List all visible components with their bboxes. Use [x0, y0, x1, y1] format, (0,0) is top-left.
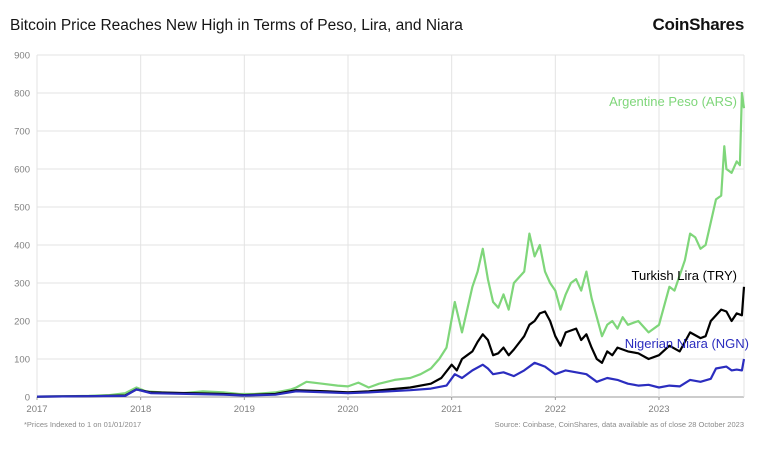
y-tick-label: 800: [14, 89, 30, 100]
y-tick-label: 900: [14, 51, 30, 62]
chart-series: [36, 91, 746, 398]
x-tick-label: 2018: [130, 404, 151, 415]
source-note: Source: Coinbase, CoinShares, data avail…: [494, 420, 744, 429]
chart-title: Bitcoin Price Reaches New High in Terms …: [10, 17, 463, 34]
x-tick-label: 2021: [441, 404, 462, 415]
y-tick-label: 600: [14, 165, 30, 176]
y-tick-label: 400: [14, 241, 30, 252]
x-tick-label: 2019: [234, 404, 255, 415]
y-tick-label: 200: [14, 317, 30, 328]
y-tick-label: 100: [14, 355, 30, 366]
y-tick-label: 300: [14, 279, 30, 290]
series-line-nigerian-niara-ngn: [36, 358, 746, 398]
series-label-nigerian-niara-ngn: Nigerian Niara (NGN): [625, 336, 749, 351]
x-tick-label: 2023: [648, 404, 669, 415]
coinshares-logo: CoinShares: [652, 15, 745, 34]
x-tick-label: 2022: [545, 404, 566, 415]
x-tick-label: 2020: [337, 404, 358, 415]
series-label-argentine-peso-ars: Argentine Peso (ARS): [609, 94, 737, 109]
footnote: *Prices Indexed to 1 on 01/01/2017: [24, 420, 142, 429]
chart-series-labels: Argentine Peso (ARS) Turkish Lira (TRY) Ni…: [609, 94, 749, 351]
chart-grid: [36, 54, 745, 398]
series-label-turkish-lira-try: Turkish Lira (TRY): [632, 268, 737, 283]
x-tick-label: 2017: [26, 404, 47, 415]
y-tick-label: 500: [14, 203, 30, 214]
y-tick-label: 700: [14, 127, 30, 138]
series-line-argentine-peso-ars: [36, 91, 746, 398]
y-tick-label: 0: [25, 393, 30, 404]
chart-axes: 0 100 200 300 400 500 600 700 800 900 2017 2018 2019…: [14, 51, 669, 416]
